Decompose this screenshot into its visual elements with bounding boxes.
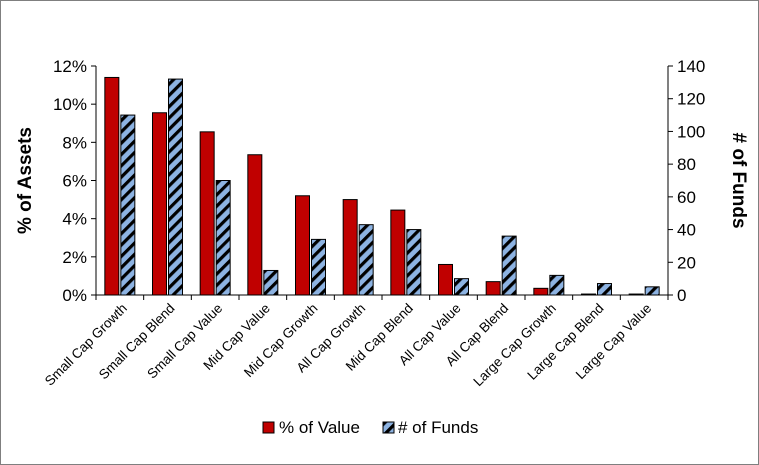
y-left-tick-label-6: 12% <box>53 57 87 76</box>
y-right-tick-label-7: 140 <box>677 57 705 76</box>
bar-num-funds-11 <box>644 286 660 296</box>
bar-num-funds-5 <box>358 224 374 296</box>
y-right-tick-label-4: 80 <box>677 155 696 174</box>
bar-pct-value-5 <box>342 199 358 296</box>
bar-num-funds-7 <box>454 278 469 296</box>
x-category-label-9: Large Cap Growth <box>470 301 559 390</box>
bar-pct-value-2 <box>199 131 215 296</box>
y-right-tick-label-3: 60 <box>677 188 696 207</box>
x-category-label-0: Small Cap Growth <box>42 301 130 389</box>
legend-label-num-funds: # of Funds <box>398 418 478 437</box>
y-right-tick-label-6: 120 <box>677 90 705 109</box>
bar-pct-value-3 <box>247 154 263 296</box>
legend-swatch-num-funds <box>382 421 395 434</box>
bar-pct-value-1 <box>152 112 167 296</box>
legend: % of Value # of Funds <box>262 418 478 437</box>
bar-pct-value-4 <box>295 195 310 296</box>
y-right-tick-label-0: 0 <box>677 286 686 305</box>
y-left-tick-label-5: 10% <box>53 95 87 114</box>
y-right-tick-label-5: 100 <box>677 122 705 141</box>
bar-pct-value-0 <box>104 76 120 296</box>
legend-label-pct-value: % of Value <box>279 418 360 437</box>
y-left-tick-label-0: 0% <box>62 286 87 305</box>
y-right-tick-label-1: 20 <box>677 253 696 272</box>
bar-pct-value-9 <box>533 287 549 296</box>
legend-swatch-pct-value <box>262 421 275 434</box>
bar-num-funds-1 <box>168 78 183 296</box>
y-left-tick-label-4: 8% <box>62 133 87 152</box>
bar-num-funds-4 <box>311 238 326 296</box>
bar-num-funds-2 <box>215 180 231 296</box>
bar-pct-value-6 <box>390 209 406 296</box>
y-left-tick-label-2: 4% <box>62 210 87 229</box>
y-left-tick-label-3: 6% <box>62 172 87 191</box>
bar-num-funds-9 <box>549 274 565 296</box>
bar-pct-value-7 <box>438 263 453 296</box>
y-right-tick-label-2: 40 <box>677 221 696 240</box>
bar-pct-value-8 <box>485 281 501 296</box>
bar-num-funds-0 <box>120 114 136 296</box>
bar-num-funds-3 <box>263 269 279 296</box>
bar-num-funds-8 <box>501 235 517 296</box>
bar-num-funds-6 <box>406 229 422 296</box>
bar-num-funds-10 <box>597 283 612 296</box>
y-right-axis-title: # of Funds <box>728 132 749 228</box>
y-left-tick-label-1: 2% <box>62 248 87 267</box>
y-left-axis-title: % of Assets <box>15 127 36 234</box>
